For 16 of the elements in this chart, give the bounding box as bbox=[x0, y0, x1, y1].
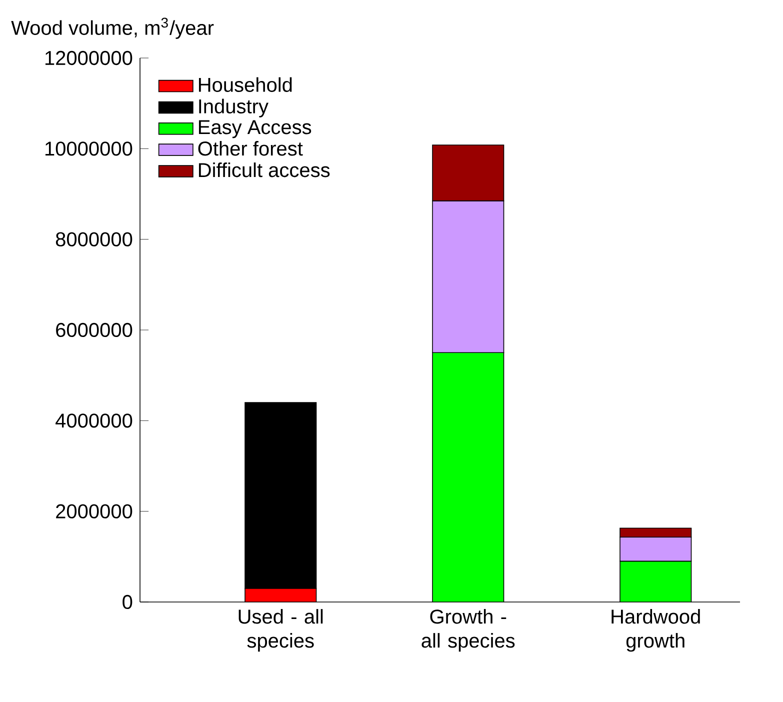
y-tick-label: 10000000 bbox=[45, 142, 132, 156]
y-tick-label: 8000000 bbox=[56, 232, 132, 246]
legend-label: Household bbox=[198, 77, 292, 92]
x-tick-label: Hardwood growth bbox=[612, 609, 700, 652]
y-tick-label: 4000000 bbox=[56, 414, 132, 428]
x-tick-label: Growth - all species bbox=[422, 609, 515, 652]
legend-label: Difficult access bbox=[198, 162, 330, 178]
y-tick-label: 2000000 bbox=[56, 504, 132, 518]
y-tick-label: 12000000 bbox=[45, 50, 132, 66]
y-tick-label: 0 bbox=[122, 594, 132, 610]
legend-label: Industry bbox=[199, 98, 268, 118]
legend-label: Other forest bbox=[198, 141, 303, 156]
x-tick-label: Used - all species bbox=[238, 609, 323, 652]
y-tick-label: 6000000 bbox=[56, 322, 132, 338]
legend-label: Easy Access bbox=[198, 120, 312, 138]
y-axis-title: Wood volume, m$^{3}$/year bbox=[11, 18, 214, 39]
